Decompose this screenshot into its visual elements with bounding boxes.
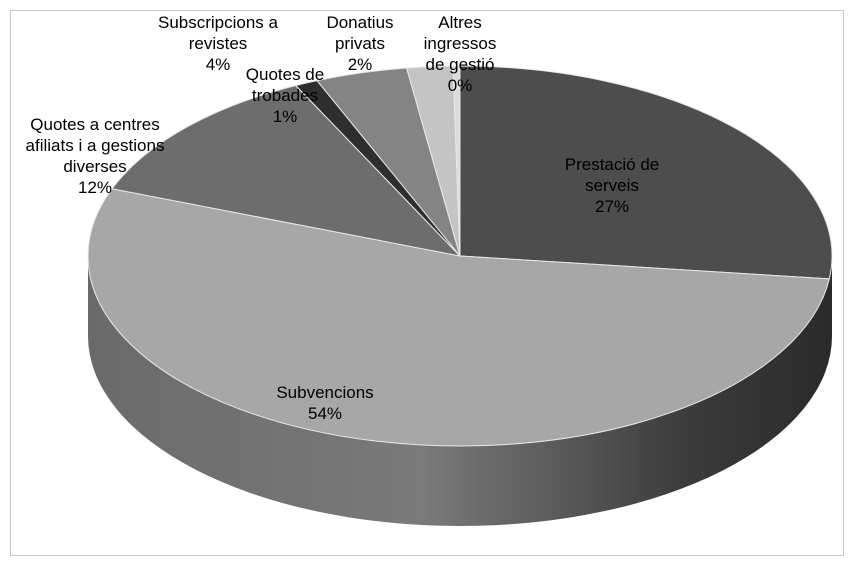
slice-label-line: diverses (63, 157, 126, 176)
pie-slice-0 (459, 65, 833, 280)
slice-label-line: de gestió (426, 55, 495, 74)
slice-label-line: revistes (189, 34, 248, 53)
slice-label-3: Quotes de trobades 1% (246, 65, 324, 126)
pie-slice-6 (452, 65, 461, 257)
slice-label-0: Prestació de serveis 27% (565, 155, 660, 216)
slice-label-line: Subvencions (276, 383, 373, 402)
slice-label-line: Quotes a centres (30, 115, 159, 134)
pie-slice-2 (111, 84, 462, 257)
pie-side-band (88, 256, 832, 526)
slice-label-line: Quotes de (246, 65, 324, 84)
slice-label-5: Donatius privats 2% (326, 13, 393, 74)
slice-percent: 0% (448, 76, 473, 95)
slice-label-line: privats (335, 34, 385, 53)
slice-percent: 1% (273, 107, 298, 126)
slice-label-line: afiliats i a gestions (26, 136, 165, 155)
slice-percent: 4% (206, 55, 231, 74)
slice-label-2: Quotes a centres afiliats i a gestions div… (26, 115, 165, 197)
slice-label-line: Prestació de (565, 155, 660, 174)
slice-label-line: serveis (585, 176, 639, 195)
slice-label-1: Subvencions 54% (276, 383, 373, 423)
slice-label-line: ingressos (424, 34, 497, 53)
slice-percent: 12% (78, 178, 112, 197)
slice-label-line: trobades (252, 86, 318, 105)
slice-label-6: Altres ingressos de gestió 0% (424, 13, 497, 95)
slice-label-line: Altres (438, 13, 481, 32)
slice-percent: 2% (348, 55, 373, 74)
slice-percent: 27% (595, 197, 629, 216)
slice-label-line: Donatius (326, 13, 393, 32)
pie-slice-1 (87, 188, 830, 447)
slice-label-4: Subscripcions a revistes 4% (158, 13, 279, 74)
slice-label-line: Subscripcions a (158, 13, 279, 32)
pie-slices (87, 65, 833, 447)
slice-percent: 54% (308, 404, 342, 423)
pie-labels: Prestació de serveis 27% Subvencions 54% Quot… (26, 13, 660, 423)
